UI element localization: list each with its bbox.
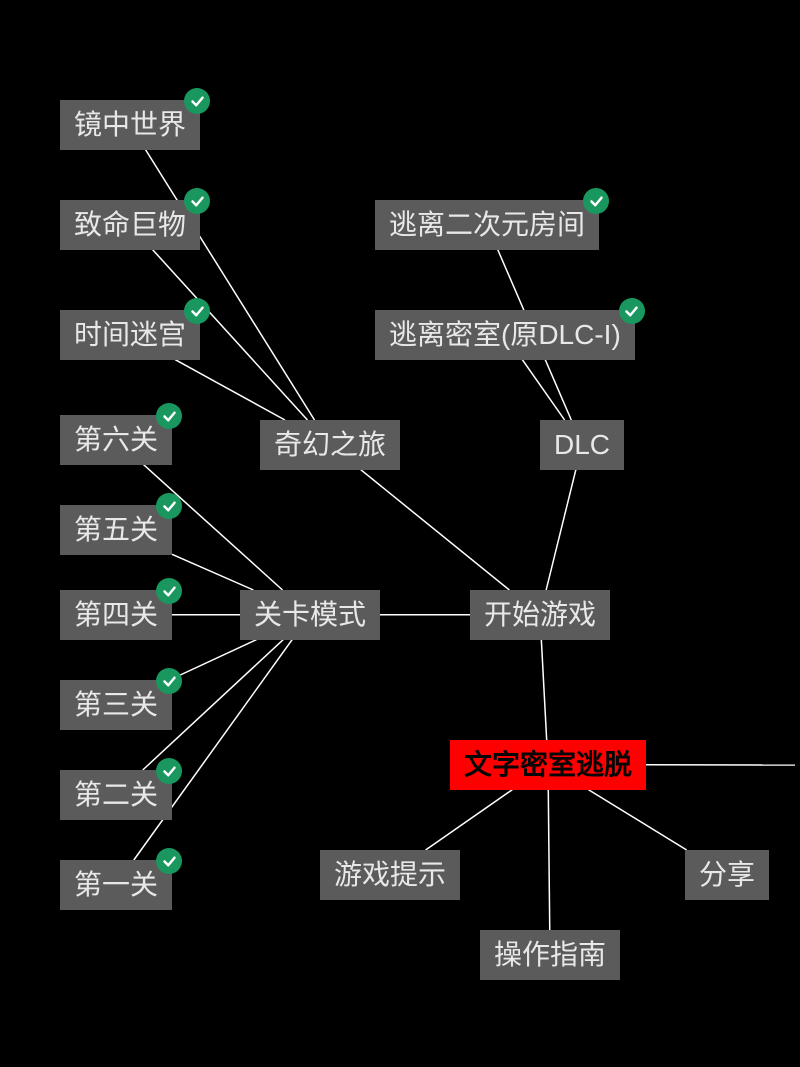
node-l4[interactable]: 第四关 xyxy=(60,590,172,640)
check-badge-icon xyxy=(184,188,210,214)
node-label: 第二关 xyxy=(74,779,158,810)
node-label: 操作指南 xyxy=(494,939,606,970)
node-f3[interactable]: 时间迷宫 xyxy=(60,310,200,360)
check-badge-icon xyxy=(583,188,609,214)
check-badge-icon xyxy=(156,668,182,694)
check-badge-icon xyxy=(156,578,182,604)
node-label: 第五关 xyxy=(74,514,158,545)
node-label: 镜中世界 xyxy=(74,109,186,140)
check-badge-icon xyxy=(156,493,182,519)
node-start[interactable]: 开始游戏 xyxy=(470,590,610,640)
node-root[interactable]: 文字密室逃脱 xyxy=(450,740,646,790)
node-l2[interactable]: 第二关 xyxy=(60,770,172,820)
node-label: DLC xyxy=(554,429,610,460)
node-label: 第三关 xyxy=(74,689,158,720)
node-label: 奇幻之旅 xyxy=(274,429,386,460)
node-label: 分享 xyxy=(699,859,755,890)
node-f2[interactable]: 致命巨物 xyxy=(60,200,200,250)
node-l1[interactable]: 第一关 xyxy=(60,860,172,910)
node-label: 时间迷宫 xyxy=(74,319,186,350)
node-share[interactable]: 分享 xyxy=(685,850,769,900)
diagram-stage: 文字密室逃脱 开始游戏 DLC 逃离二次元房间逃离密室(原DLC-I) 奇幻之旅 镜中世界… xyxy=(0,0,800,1067)
node-guide[interactable]: 操作指南 xyxy=(480,930,620,980)
node-dlc[interactable]: DLC xyxy=(540,420,624,470)
check-badge-icon xyxy=(156,403,182,429)
node-fant[interactable]: 奇幻之旅 xyxy=(260,420,400,470)
check-badge-icon xyxy=(184,298,210,324)
check-badge-icon xyxy=(156,848,182,874)
node-dlc2[interactable]: 逃离密室(原DLC-I) xyxy=(375,310,635,360)
node-label: 致命巨物 xyxy=(74,209,186,240)
node-label: 游戏提示 xyxy=(334,859,446,890)
node-label: 逃离密室(原DLC-I) xyxy=(389,319,621,350)
node-level[interactable]: 关卡模式 xyxy=(240,590,380,640)
node-l5[interactable]: 第五关 xyxy=(60,505,172,555)
node-l3[interactable]: 第三关 xyxy=(60,680,172,730)
node-label: 逃离二次元房间 xyxy=(389,209,585,240)
node-label: 开始游戏 xyxy=(484,599,596,630)
check-badge-icon xyxy=(156,758,182,784)
node-label: 文字密室逃脱 xyxy=(464,749,632,780)
node-label: 第一关 xyxy=(74,869,158,900)
node-dlc1[interactable]: 逃离二次元房间 xyxy=(375,200,599,250)
node-label: 第六关 xyxy=(74,424,158,455)
node-label: 第四关 xyxy=(74,599,158,630)
check-badge-icon xyxy=(619,298,645,324)
check-badge-icon xyxy=(184,88,210,114)
node-f1[interactable]: 镜中世界 xyxy=(60,100,200,150)
node-hint[interactable]: 游戏提示 xyxy=(320,850,460,900)
node-label: 关卡模式 xyxy=(254,599,366,630)
node-l6[interactable]: 第六关 xyxy=(60,415,172,465)
